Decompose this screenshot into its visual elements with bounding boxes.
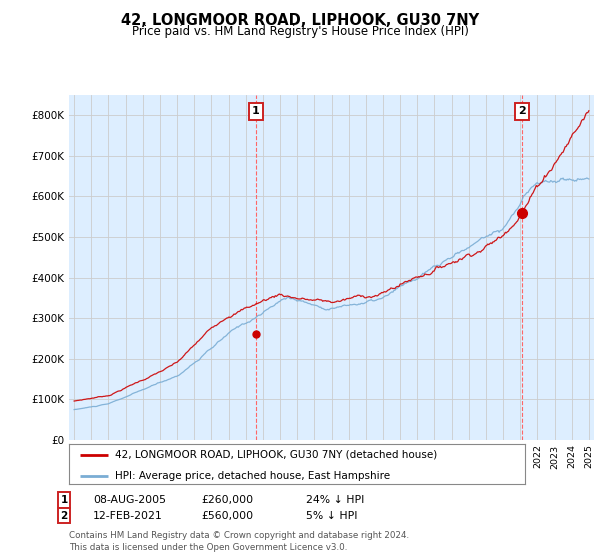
Text: Contains HM Land Registry data © Crown copyright and database right 2024.
This d: Contains HM Land Registry data © Crown c… <box>69 531 409 552</box>
Text: 2: 2 <box>518 106 526 116</box>
Text: HPI: Average price, detached house, East Hampshire: HPI: Average price, detached house, East… <box>115 470 390 480</box>
Text: 08-AUG-2005: 08-AUG-2005 <box>93 495 166 505</box>
Text: 1: 1 <box>252 106 260 116</box>
Text: 24% ↓ HPI: 24% ↓ HPI <box>306 495 364 505</box>
Text: 42, LONGMOOR ROAD, LIPHOOK, GU30 7NY: 42, LONGMOOR ROAD, LIPHOOK, GU30 7NY <box>121 13 479 27</box>
Text: Price paid vs. HM Land Registry's House Price Index (HPI): Price paid vs. HM Land Registry's House … <box>131 25 469 39</box>
Text: 1: 1 <box>61 495 68 505</box>
Text: £560,000: £560,000 <box>201 511 253 521</box>
Text: 2: 2 <box>61 511 68 521</box>
Text: £260,000: £260,000 <box>201 495 253 505</box>
Text: 42, LONGMOOR ROAD, LIPHOOK, GU30 7NY (detached house): 42, LONGMOOR ROAD, LIPHOOK, GU30 7NY (de… <box>115 450 437 460</box>
Text: 12-FEB-2021: 12-FEB-2021 <box>93 511 163 521</box>
Text: 5% ↓ HPI: 5% ↓ HPI <box>306 511 358 521</box>
